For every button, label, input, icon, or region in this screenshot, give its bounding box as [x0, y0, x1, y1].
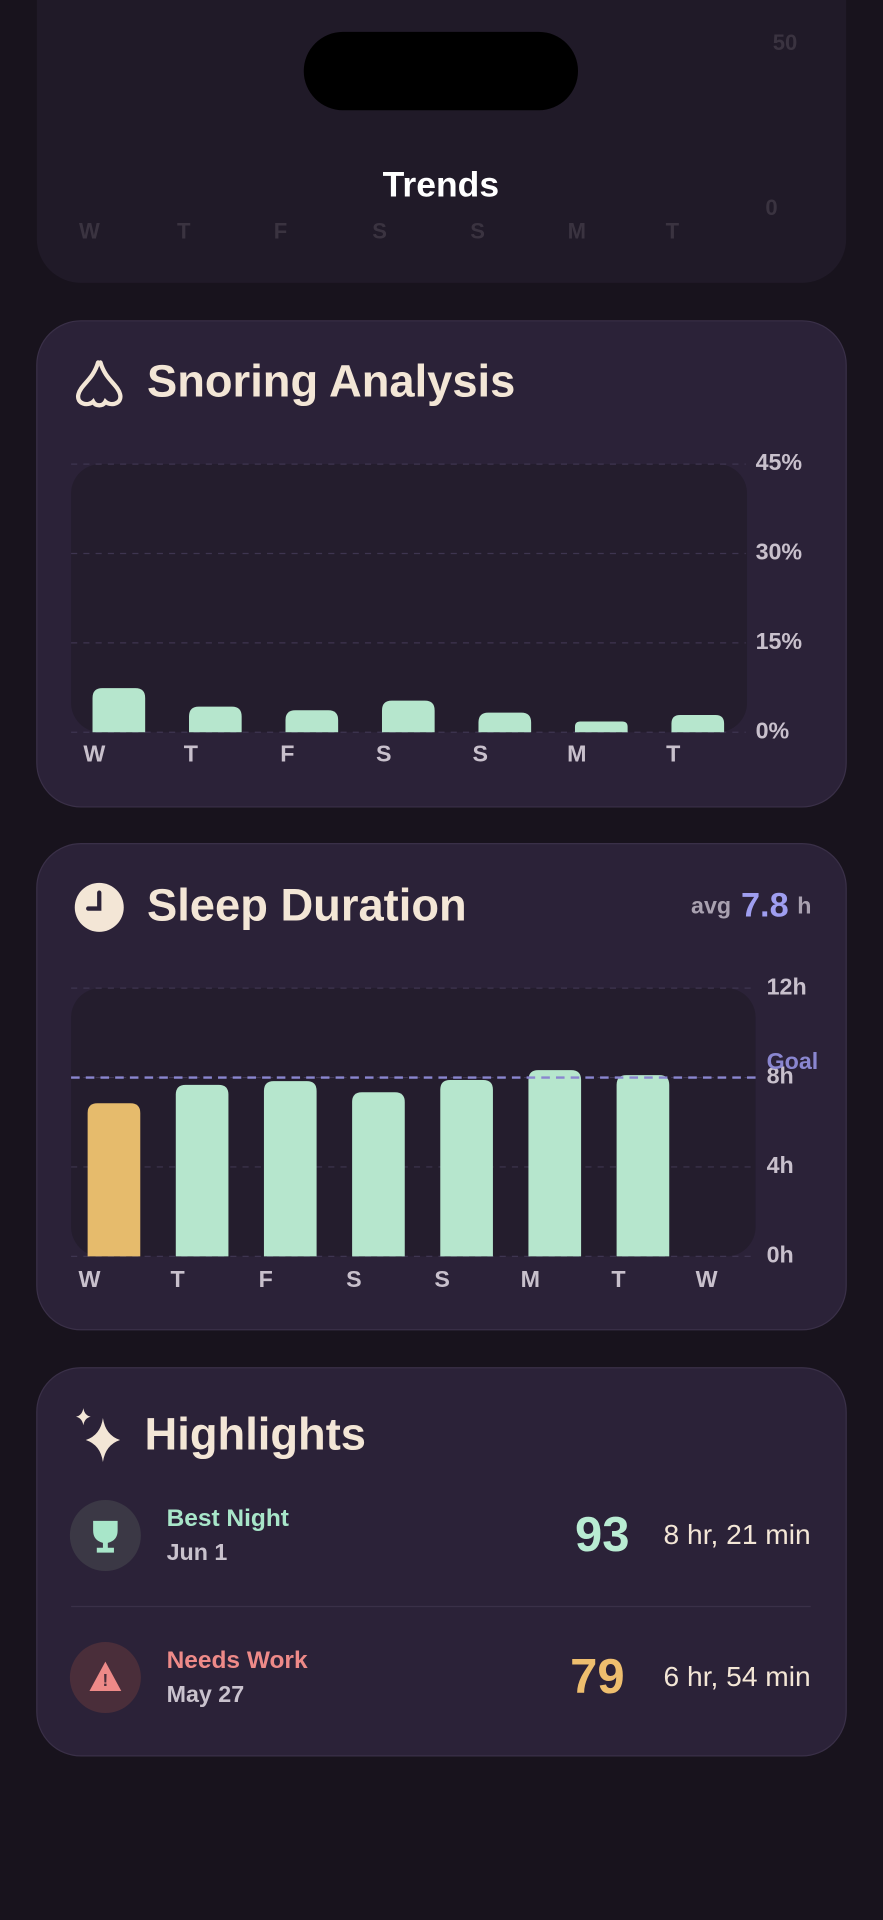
- y-tick-label: 30%: [756, 539, 803, 565]
- x-tick-label: S: [376, 741, 392, 767]
- bar: [189, 706, 242, 733]
- faded-day: M: [568, 218, 586, 243]
- avg-label: avg: [691, 892, 731, 918]
- x-tick-label: M: [521, 1266, 540, 1292]
- card-title: Sleep Duration: [147, 880, 467, 931]
- y-tick-label: 12h: [767, 973, 807, 999]
- card-title: Highlights: [145, 1409, 366, 1460]
- x-tick-label: F: [259, 1266, 273, 1292]
- y-tick-label: 0h: [767, 1241, 794, 1267]
- y-tick-label: 0%: [756, 717, 790, 743]
- bar: [671, 714, 725, 733]
- bar: [92, 688, 146, 733]
- row-score: 79: [570, 1650, 624, 1704]
- x-tick-label: W: [78, 1266, 100, 1292]
- bar: [528, 1070, 582, 1257]
- faded-day: S: [372, 218, 387, 243]
- avg-unit: h: [797, 892, 811, 918]
- x-tick-label: S: [346, 1266, 362, 1292]
- faded-day: T: [666, 218, 680, 243]
- bar: [381, 700, 435, 733]
- bar: [352, 1092, 405, 1257]
- row-label: Needs Work: [167, 1647, 308, 1674]
- row-score: 93: [575, 1508, 629, 1562]
- plot-area: [71, 464, 748, 733]
- page-title: Trends: [383, 165, 499, 205]
- x-tick-label: S: [434, 1266, 450, 1292]
- faded-day: S: [470, 218, 485, 243]
- goal-label: Goal: [767, 1048, 819, 1074]
- row-date: Jun 1: [167, 1539, 228, 1565]
- x-tick-label: T: [611, 1266, 625, 1292]
- x-tick-label: T: [184, 741, 198, 767]
- trophy-icon: [93, 1520, 118, 1553]
- bar: [616, 1075, 670, 1257]
- row-duration: 8 hr, 21 min: [664, 1519, 811, 1550]
- x-tick-label: W: [83, 741, 105, 767]
- bar: [87, 1103, 141, 1257]
- x-tick-label: M: [567, 741, 586, 767]
- bar: [574, 721, 628, 733]
- x-tick-label: T: [171, 1266, 185, 1292]
- faded-day: W: [79, 218, 100, 243]
- faded-tick: 0: [765, 195, 777, 220]
- row-label: Best Night: [167, 1505, 289, 1532]
- x-tick-label: S: [473, 741, 489, 767]
- card-title: Snoring Analysis: [147, 355, 515, 406]
- y-tick-label: 8h: [767, 1063, 794, 1089]
- trends-card: [36, 0, 847, 283]
- y-tick-label: 15%: [756, 628, 803, 654]
- faded-day: F: [274, 218, 287, 243]
- faded-day: T: [177, 218, 191, 243]
- bar: [285, 710, 339, 733]
- clock-icon: [74, 882, 124, 932]
- faded-tick: 50: [773, 30, 798, 55]
- y-tick-label: 45%: [756, 449, 803, 475]
- warning-mark: !: [103, 1670, 109, 1690]
- bar: [175, 1084, 229, 1257]
- avg-value: 7.8: [741, 886, 789, 924]
- x-tick-label: W: [696, 1266, 718, 1292]
- x-tick-label: F: [280, 741, 294, 767]
- sparkle-icon: [75, 1408, 121, 1463]
- x-tick-label: T: [666, 741, 680, 767]
- bar: [478, 712, 532, 733]
- bar: [440, 1080, 493, 1257]
- row-duration: 6 hr, 54 min: [664, 1661, 811, 1692]
- row-date: May 27: [167, 1681, 245, 1707]
- nose-icon: [76, 360, 123, 408]
- highlights-card: [36, 1367, 847, 1757]
- y-tick-label: 4h: [767, 1152, 794, 1178]
- warning-icon: [89, 1661, 122, 1692]
- dynamic-island: [303, 31, 579, 111]
- plot-area: [71, 988, 756, 1257]
- bar: [263, 1081, 317, 1257]
